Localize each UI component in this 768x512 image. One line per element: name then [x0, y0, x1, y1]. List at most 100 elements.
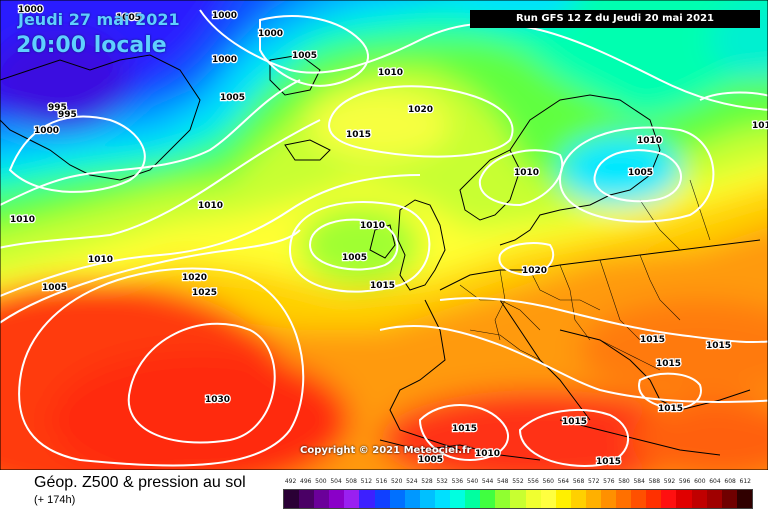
scale-label: 504	[330, 478, 342, 485]
scale-label: 492	[284, 478, 297, 485]
isobar-label: 1005	[418, 455, 443, 465]
isobar-label: 1015	[640, 335, 665, 345]
colour-scale: 492 496 500 504 508 512 516 520 524 528 532 536 540 5…	[283, 478, 753, 509]
isobar-label: 1000	[258, 29, 283, 39]
scale-label: 568	[572, 478, 585, 485]
isobar-label: 1020	[182, 273, 207, 283]
scale-label: 536	[451, 478, 464, 485]
scale-swatch	[676, 490, 692, 508]
scale-swatch	[585, 490, 601, 508]
scale-swatch	[404, 490, 420, 508]
weather-map: 1000 1000 1005 1000 1005 995 995 1000 10…	[0, 0, 768, 470]
isobar-label: 1010	[198, 201, 223, 211]
coastlines	[0, 54, 761, 461]
isobar-label: 1000	[212, 55, 237, 65]
map-canvas: 1000 1000 1005 1000 1005 995 995 1000 10…	[0, 0, 768, 470]
isobar-label: 1015	[562, 417, 587, 427]
isobar-label: 1015	[596, 457, 621, 467]
scale-label: 520	[390, 478, 403, 485]
scale-swatch	[419, 490, 435, 508]
isobar-label: 1025	[192, 288, 217, 298]
scale-swatch	[450, 490, 466, 508]
model-run-info: Run GFS 12 Z du Jeudi 20 mai 2021	[470, 10, 760, 28]
scale-swatch	[299, 490, 315, 508]
isobar-label: 1005	[220, 93, 245, 103]
scale-label: 576	[603, 478, 615, 485]
scale-label: 564	[557, 478, 570, 485]
valid-time: 20:00 locale	[16, 33, 167, 58]
isobar-label: 1000	[18, 5, 43, 15]
scale-label: 548	[497, 478, 509, 485]
isobar-label: 1020	[522, 266, 547, 276]
scale-swatch	[434, 490, 451, 508]
scale-swatch	[691, 490, 707, 508]
scale-label: 584	[633, 478, 645, 485]
scale-label: 572	[587, 478, 600, 485]
scale-swatch	[314, 490, 330, 508]
scale-swatch	[480, 490, 496, 508]
scale-swatch	[329, 490, 345, 508]
isobar-label: 1010	[475, 449, 500, 459]
scale-swatch	[616, 490, 632, 508]
isobar-label: 1010	[514, 168, 539, 178]
isobar-label: 995	[48, 103, 67, 113]
scale-swatch	[344, 490, 360, 508]
field-title: Géop. Z500 & pression au sol	[34, 474, 246, 491]
scale-swatch	[600, 490, 617, 508]
scale-swatch	[540, 490, 556, 508]
scale-label: 596	[678, 478, 691, 485]
isobar-label: 1015	[370, 281, 395, 291]
scale-label: 592	[663, 478, 676, 485]
scale-label: 532	[436, 478, 448, 485]
legend-panel: Géop. Z500 & pression au sol (+ 174h) 49…	[0, 470, 768, 512]
isobar-label: 1005	[292, 51, 317, 61]
isobar-label: 1015	[658, 404, 683, 414]
scale-label: 608	[724, 478, 736, 485]
scale-label: 556	[527, 478, 539, 485]
scale-swatch	[555, 490, 571, 508]
scale-swatch	[706, 490, 722, 508]
isobar-label: 1010	[378, 68, 403, 78]
scale-label: 580	[618, 478, 630, 485]
isobar-label: 1005	[342, 253, 367, 263]
scale-label: 516	[375, 478, 388, 485]
scale-label: 512	[360, 478, 373, 485]
scale-swatch	[495, 490, 511, 508]
scale-swatch	[510, 490, 526, 508]
scale-swatch	[661, 490, 677, 508]
isobar-label: 1010	[10, 215, 35, 225]
isobars	[0, 9, 768, 467]
scale-swatch	[465, 490, 481, 508]
isobar-label: 1000	[212, 11, 237, 21]
scale-swatch	[359, 490, 375, 508]
scale-bar	[283, 489, 753, 509]
isobar-label: 995	[58, 110, 77, 120]
scale-label: 544	[481, 478, 494, 485]
isobar-label: 1015	[656, 359, 681, 369]
scale-label: 560	[542, 478, 554, 485]
scale-label: 528	[421, 478, 433, 485]
scale-label: 500	[315, 478, 327, 485]
geopotential-field	[0, 0, 768, 470]
isobar-label: 1010	[637, 136, 662, 146]
isobar-label: 1030	[205, 395, 230, 405]
scale-label: 588	[648, 478, 661, 485]
scale-swatch	[525, 490, 541, 508]
isobar-label: 1010	[88, 255, 113, 265]
scale-label: 540	[466, 478, 479, 485]
scale-swatch	[631, 490, 647, 508]
scale-swatch	[389, 490, 405, 508]
scale-swatch	[570, 490, 586, 508]
isobar-labels: 1000 1000 1005 1000 1005 995 995 1000 10…	[9, 4, 768, 469]
lead-time: (+ 174h)	[34, 494, 76, 506]
scale-label: 612	[739, 478, 751, 485]
scale-labels: 492 496 500 504 508 512 516 520 524 528 532 536 540 5…	[283, 478, 753, 488]
isobar-label: 1000	[34, 126, 59, 136]
scale-swatch	[646, 490, 662, 508]
scale-label: 552	[512, 478, 524, 485]
scale-label: 604	[709, 478, 721, 485]
scale-label: 600	[694, 478, 706, 485]
scale-label: 524	[406, 478, 418, 485]
isobar-label: 1010	[752, 121, 768, 131]
isobar-label: 1005	[42, 283, 67, 293]
